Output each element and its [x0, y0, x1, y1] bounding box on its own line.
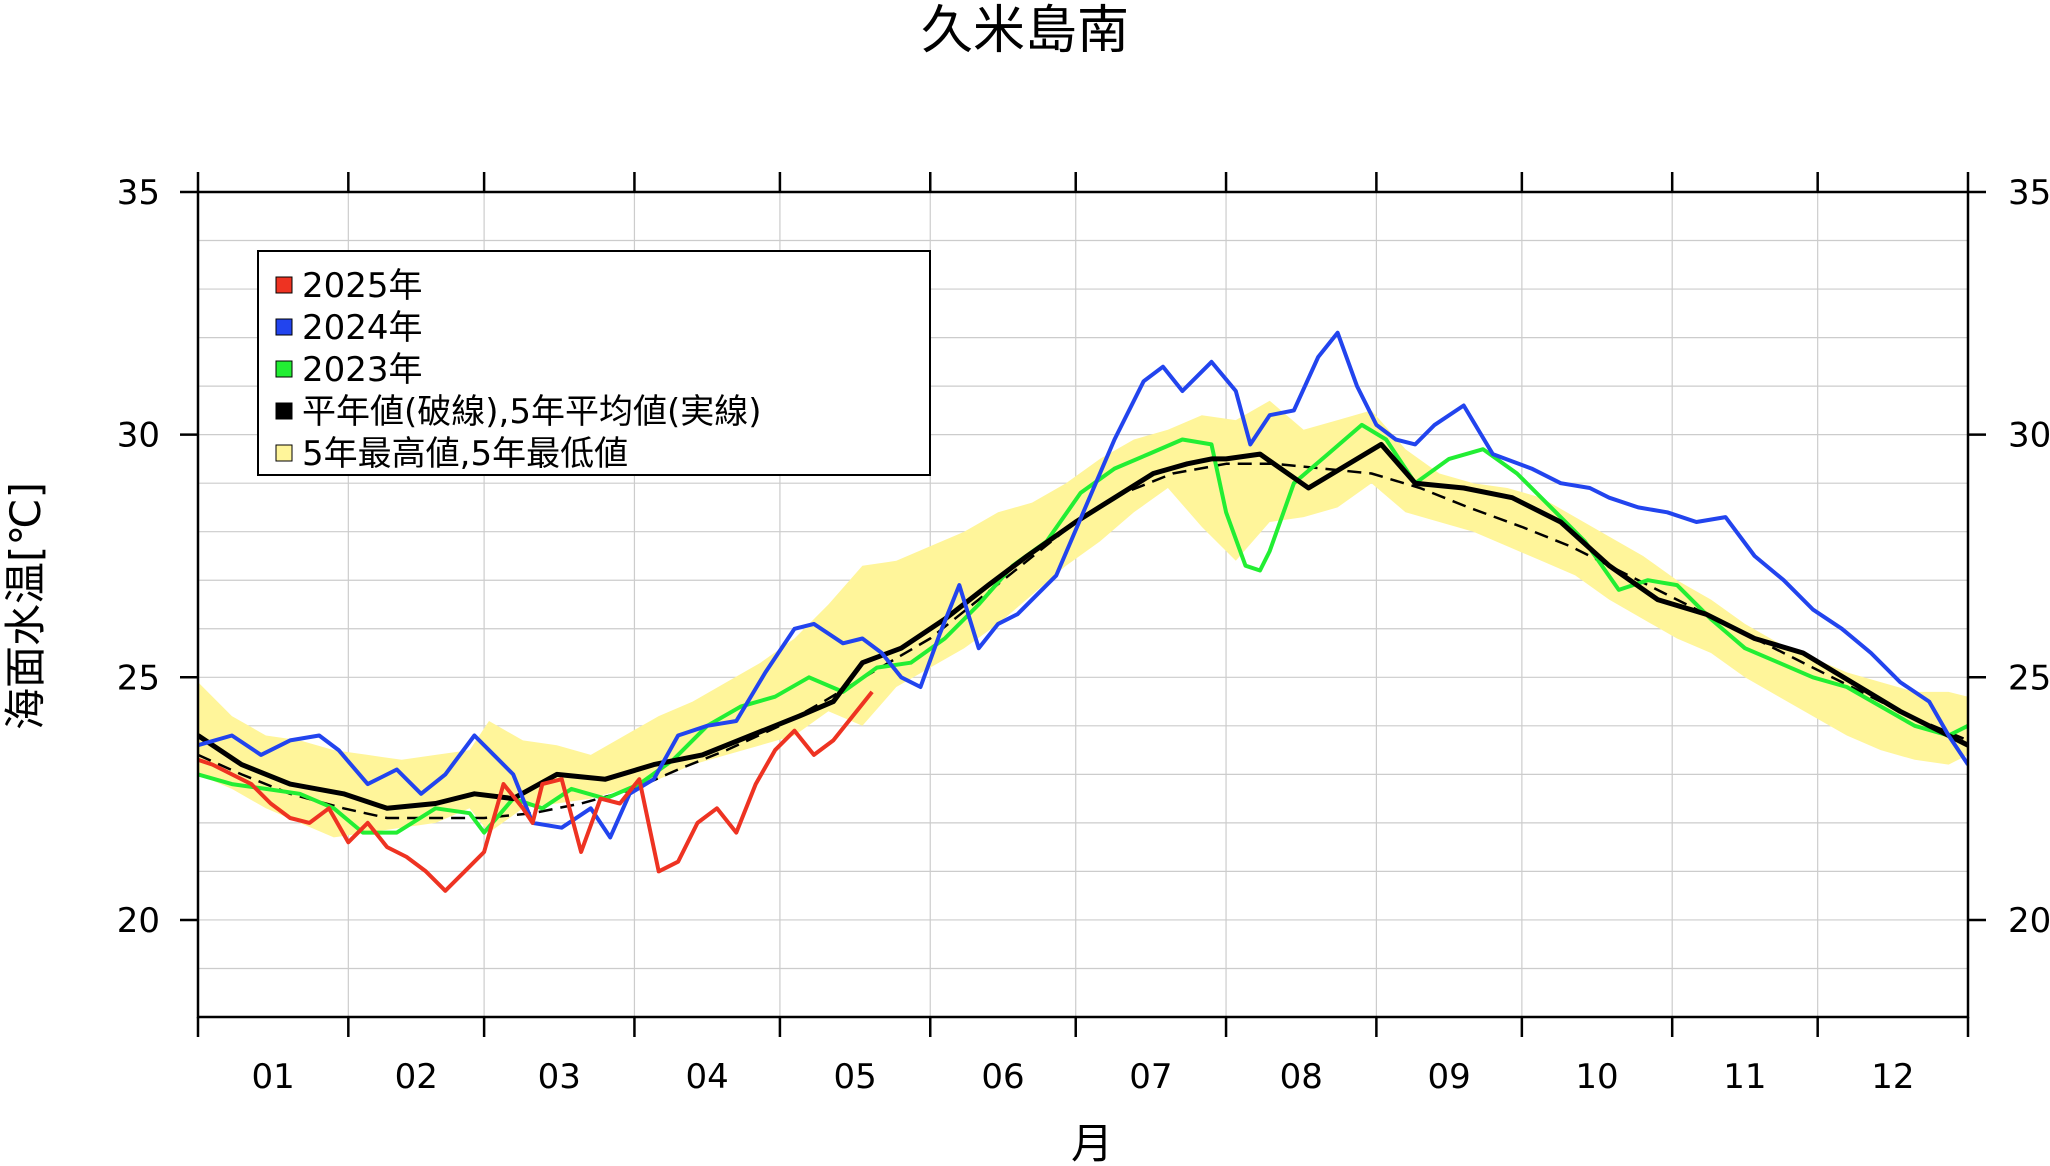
- legend-swatch: [275, 276, 293, 294]
- legend-swatch: [275, 444, 293, 462]
- x-tick-label: 12: [1871, 1057, 1914, 1097]
- series-2025: [198, 690, 874, 893]
- x-tick-label: 03: [538, 1057, 581, 1097]
- legend-label: 平年値(破線),5年平均値(実線): [302, 392, 762, 432]
- band-layer: [198, 400, 1968, 838]
- x-tick-label: 01: [252, 1057, 295, 1097]
- legend-label: 2023年: [302, 350, 423, 390]
- y-tick-labels: 20 20 25 25 30 30 35 35: [117, 173, 2050, 941]
- legend-swatch: [275, 402, 293, 420]
- y-tick-label-right: 25: [2008, 658, 2050, 698]
- ticks: [180, 172, 1986, 1037]
- band-5yr-max-min: [198, 400, 1968, 838]
- series-2024: [198, 330, 1968, 840]
- y-axis-label: 海面水温[℃]: [1, 482, 50, 730]
- x-tick-label: 09: [1427, 1057, 1470, 1097]
- legend-label: 2024年: [302, 308, 423, 348]
- legend-swatch: [275, 360, 293, 378]
- y-tick-label-left: 35: [117, 173, 160, 213]
- x-tick-label: 05: [833, 1057, 876, 1097]
- series-layer: [198, 330, 1968, 893]
- y-tick-label-left: 20: [117, 901, 160, 941]
- x-axis-label: 月: [1071, 1119, 1113, 1166]
- y-tick-label-right: 35: [2008, 173, 2050, 213]
- x-tick-label: 11: [1723, 1057, 1766, 1097]
- legend-label: 5年最高値,5年最低値: [302, 434, 628, 474]
- x-tick-label: 02: [395, 1057, 438, 1097]
- chart-title: 久米島南: [921, 1, 1129, 61]
- x-tick-label: 10: [1575, 1057, 1618, 1097]
- x-tick-label: 07: [1129, 1057, 1172, 1097]
- legend: 2025年2024年2023年平年値(破線),5年平均値(実線)5年最高値,5年…: [257, 250, 931, 476]
- series-2023: [198, 422, 1968, 835]
- plot-frame: [196, 190, 1970, 1019]
- y-tick-label-right: 20: [2008, 901, 2050, 941]
- legend-items: 2025年2024年2023年平年値(破線),5年平均値(実線)5年最高値,5年…: [275, 266, 762, 474]
- x-tick-label: 08: [1280, 1057, 1323, 1097]
- legend-label: 2025年: [302, 266, 423, 306]
- y-tick-label-right: 30: [2008, 416, 2050, 456]
- y-tick-label-left: 25: [117, 658, 160, 698]
- x-tick-labels: 01 02 03 04 05 06 07 08 09 10 11 12: [252, 1057, 1915, 1097]
- x-tick-label: 04: [686, 1057, 729, 1097]
- legend-box: [257, 250, 931, 476]
- y-tick-label-left: 30: [117, 416, 160, 456]
- legend-swatch: [275, 318, 293, 336]
- x-tick-label: 06: [981, 1057, 1024, 1097]
